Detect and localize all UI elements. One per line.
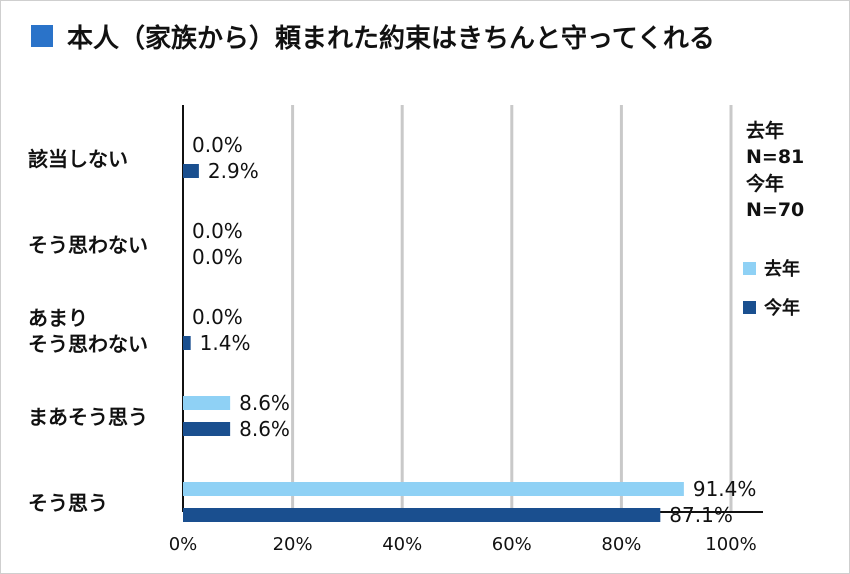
category-label: あまり	[28, 306, 88, 330]
category-label: そう思う	[28, 491, 108, 515]
bar-curr	[183, 422, 231, 436]
bar-curr	[183, 336, 191, 350]
data-label: 0.0%	[192, 305, 243, 329]
data-label: 91.4%	[693, 477, 757, 501]
category-label: 該当しない	[28, 147, 128, 171]
sample-note-prev-label: 去年	[746, 119, 784, 142]
legend-swatch-curr	[743, 301, 756, 314]
data-label: 8.6%	[239, 391, 290, 415]
category-label: まあそう思う	[28, 405, 148, 429]
data-label: 0.0%	[192, 133, 243, 157]
data-label: 0.0%	[192, 219, 243, 243]
x-tick-label: 60%	[492, 534, 532, 555]
bar-curr	[183, 508, 661, 522]
legend-swatch-prev	[743, 262, 756, 275]
bar-prev	[183, 396, 231, 410]
data-label: 0.0%	[192, 245, 243, 269]
category-label: そう思わない	[28, 233, 148, 257]
x-tick-label: 20%	[273, 534, 313, 555]
x-tick-label: 80%	[601, 534, 641, 555]
data-label: 87.1%	[669, 503, 733, 527]
legend-label-curr: 今年	[764, 297, 800, 319]
data-label: 8.6%	[239, 417, 290, 441]
bar-curr	[183, 164, 199, 178]
x-tick-label: 40%	[382, 534, 422, 555]
sample-note-prev-n: N=81	[746, 146, 804, 168]
legend-label-prev: 去年	[764, 258, 800, 280]
sample-note-curr-label: 今年	[745, 172, 784, 195]
sample-note-curr-n: N=70	[746, 199, 804, 221]
x-tick-label: 100%	[705, 534, 756, 555]
data-label: 2.9%	[208, 159, 259, 183]
data-label: 1.4%	[200, 331, 251, 355]
category-label: そう思わない	[28, 332, 148, 356]
chart-title-text: 本人（家族から）頼まれた約束はきちんと守ってくれる	[67, 23, 715, 54]
title-square-icon	[31, 25, 53, 47]
chart-title: 本人（家族から）頼まれた約束はきちんと守ってくれる	[31, 19, 715, 54]
bar-prev	[183, 482, 684, 496]
x-tick-label: 0%	[169, 534, 198, 555]
